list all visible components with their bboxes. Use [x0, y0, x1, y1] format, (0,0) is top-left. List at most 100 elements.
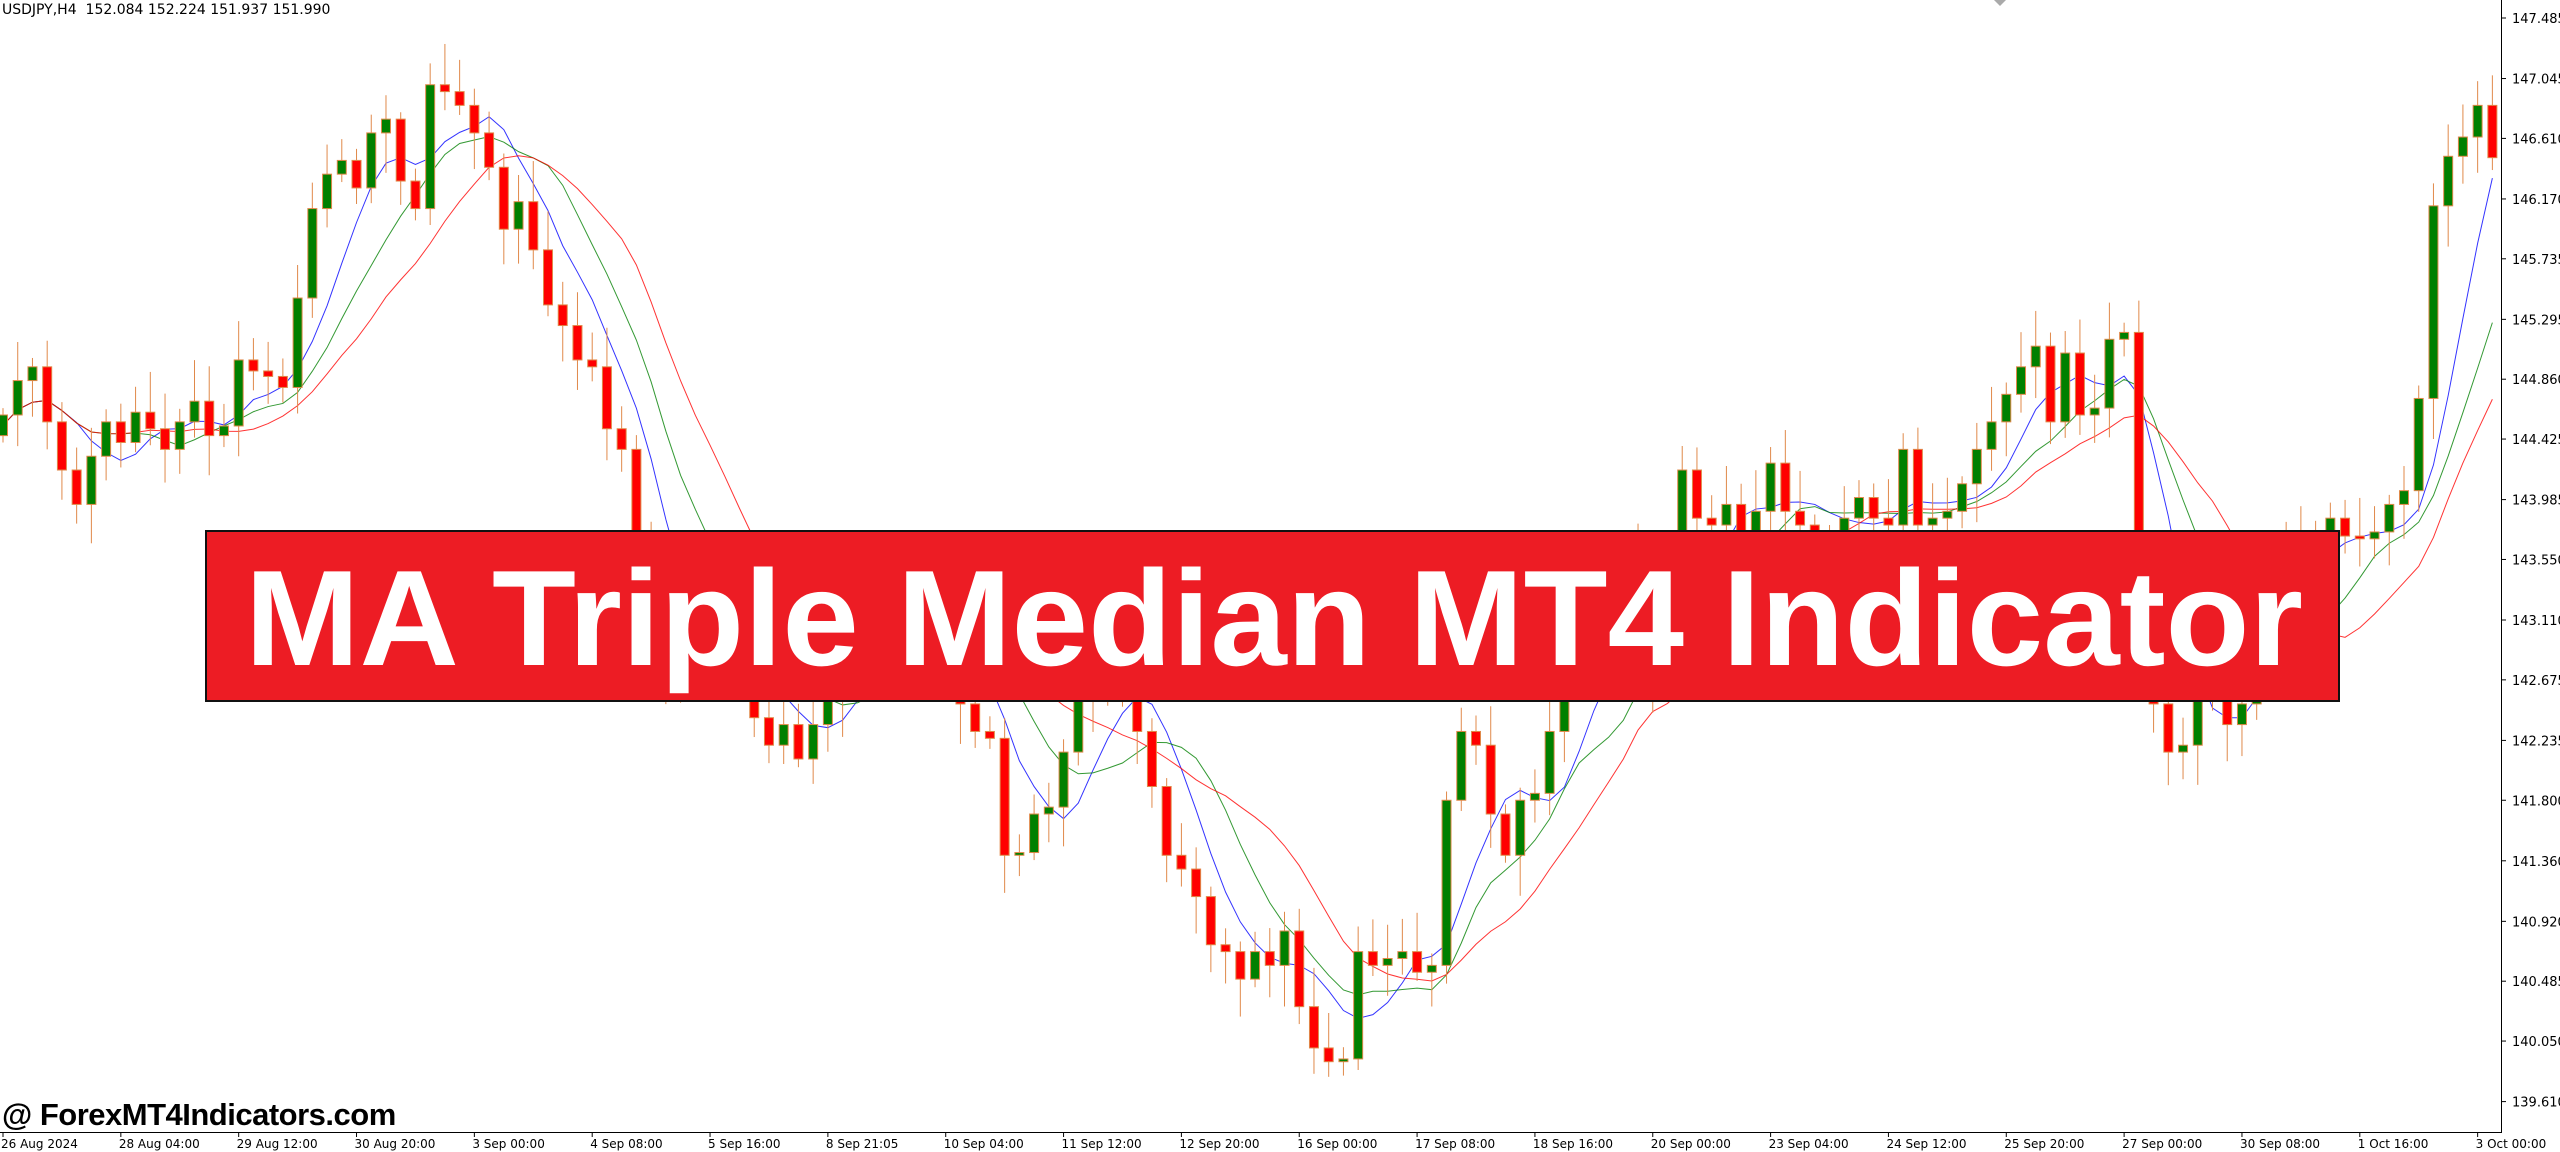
time-tick-label: 28 Aug 04:00 — [119, 1137, 200, 1151]
bear-candle — [2340, 517, 2351, 537]
bear-candle — [484, 132, 495, 168]
symbol-label: USDJPY,H4 — [2, 2, 77, 18]
price-tick-label: 145.735 — [2512, 253, 2560, 268]
time-tick-label: 25 Sep 20:00 — [2004, 1137, 2084, 1151]
time-tick-label: 3 Oct 00:00 — [2476, 1137, 2547, 1151]
bear-candle — [1161, 785, 1172, 856]
bear-candle — [1191, 868, 1202, 898]
bear-candle — [1308, 1006, 1319, 1049]
bull-candle — [2413, 397, 2424, 492]
bear-candle — [999, 737, 1010, 856]
time-tick-label: 1 Oct 16:00 — [2358, 1137, 2429, 1151]
bull-candle — [130, 411, 141, 443]
bear-candle — [1780, 462, 1791, 512]
bull-candle — [808, 724, 819, 760]
bull-candle — [292, 297, 303, 388]
price-tick-label: 144.860 — [2512, 373, 2560, 388]
bull-candle — [1073, 696, 1084, 753]
bear-candle — [1176, 854, 1187, 870]
title-banner: MA Triple Median MT4 Indicator — [205, 530, 2340, 702]
bear-candle — [970, 703, 981, 732]
bull-candle — [1544, 730, 1555, 794]
banner-background — [205, 530, 2340, 702]
time-tick-label: 27 Sep 00:00 — [2122, 1137, 2202, 1151]
bull-candle — [1529, 792, 1540, 801]
bull-candle — [336, 159, 347, 175]
bull-candle — [322, 173, 333, 210]
bear-candle — [543, 249, 554, 306]
bear-candle — [145, 411, 156, 430]
price-tick-label: 141.800 — [2512, 794, 2560, 809]
time-tick-label: 5 Sep 16:00 — [708, 1137, 780, 1151]
bull-candle — [2443, 155, 2454, 207]
bull-candle — [2236, 703, 2247, 726]
bull-candle — [2001, 393, 2012, 423]
bear-candle — [263, 370, 274, 377]
bear-candle — [1706, 517, 1717, 526]
bull-candle — [1971, 448, 1982, 485]
price-tick-label: 146.610 — [2512, 132, 2560, 147]
bear-candle — [616, 428, 627, 450]
bear-candle — [204, 400, 215, 437]
time-axis[interactable]: 26 Aug 2024 28 Aug 04:00 29 Aug 12:00 30 Au… — [1, 1132, 2546, 1151]
bear-candle — [115, 421, 126, 443]
bear-candle — [1205, 896, 1216, 946]
bull-candle — [1456, 730, 1467, 801]
bear-candle — [277, 375, 288, 388]
bull-candle — [2428, 205, 2439, 399]
bear-candle — [984, 730, 995, 739]
bear-candle — [1412, 951, 1423, 973]
bull-candle — [27, 366, 38, 382]
bear-candle — [248, 359, 259, 372]
bear-candle — [601, 366, 612, 430]
bull-candle — [86, 455, 97, 505]
ma-slow-line — [2, 155, 2493, 982]
time-tick-label: 10 Sep 04:00 — [944, 1137, 1024, 1151]
bear-candle — [1795, 510, 1806, 526]
price-axis[interactable]: 147.485 147.045 146.610 146.170 145.735 145.2… — [2501, 12, 2560, 1111]
bull-candle — [1515, 799, 1526, 856]
bull-candle — [1898, 448, 1909, 526]
scroll-marker-icon[interactable] — [1994, 0, 2006, 6]
bull-candle — [1957, 483, 1968, 512]
bull-candle — [778, 724, 789, 746]
bull-candle — [1853, 497, 1864, 519]
bear-candle — [2487, 104, 2498, 159]
time-tick-label: 3 Sep 00:00 — [472, 1137, 544, 1151]
bear-candle — [528, 201, 539, 251]
bear-candle — [557, 304, 568, 327]
bull-candle — [1382, 957, 1393, 966]
bull-candle — [1029, 813, 1040, 854]
price-tick-label: 140.920 — [2512, 915, 2560, 930]
bear-candle — [1264, 951, 1275, 966]
bear-candle — [1691, 469, 1702, 519]
bear-candle — [1500, 813, 1511, 856]
time-tick-label: 23 Sep 04:00 — [1769, 1137, 1849, 1151]
bull-candle — [2178, 744, 2189, 753]
bear-candle — [395, 118, 406, 182]
bull-candle — [1426, 964, 1437, 973]
price-tick-label: 141.360 — [2512, 855, 2560, 870]
bear-candle — [160, 428, 171, 450]
bull-candle — [0, 414, 8, 437]
bull-candle — [218, 425, 229, 437]
bull-candle — [513, 201, 524, 230]
time-tick-label: 4 Sep 08:00 — [590, 1137, 662, 1151]
bull-candle — [101, 421, 112, 457]
time-tick-label: 29 Aug 12:00 — [237, 1137, 318, 1151]
bear-candle — [1868, 497, 1879, 519]
price-tick-label: 147.485 — [2512, 12, 2560, 27]
price-tick-label: 142.675 — [2512, 674, 2560, 689]
bull-candle — [1942, 510, 1953, 519]
bear-candle — [1367, 951, 1378, 966]
bull-candle — [2119, 331, 2130, 340]
bull-candle — [2369, 531, 2380, 540]
watermark: @ ForexMT4Indicators.com — [2, 1097, 396, 1132]
bull-candle — [1058, 751, 1069, 808]
bull-candle — [189, 400, 200, 423]
bear-candle — [793, 724, 804, 760]
bear-candle — [469, 104, 480, 134]
bear-candle — [42, 366, 53, 423]
bull-candle — [2398, 490, 2409, 505]
